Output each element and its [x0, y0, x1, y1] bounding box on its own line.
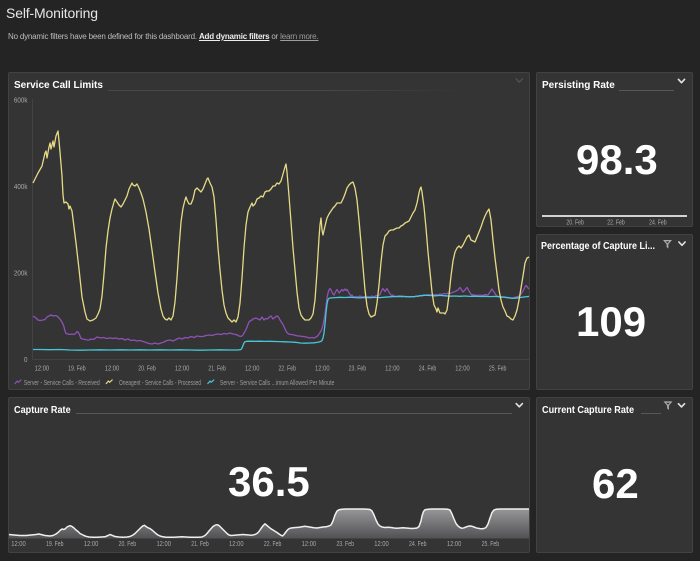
svg-text:12:00: 12:00	[35, 366, 50, 373]
svg-text:24. Feb: 24. Feb	[409, 541, 427, 548]
svg-text:12:00: 12:00	[229, 541, 244, 548]
svg-text:12:00: 12:00	[302, 541, 317, 548]
svg-text:12:00: 12:00	[374, 541, 389, 548]
svg-text:12:00: 12:00	[447, 541, 462, 548]
svg-text:22. Feb: 22. Feb	[278, 366, 296, 373]
svg-text:20. Feb: 20. Feb	[138, 366, 156, 373]
svg-text:19. Feb: 19. Feb	[46, 541, 64, 548]
svg-text:Oneagent - Service Calls - Pro: Oneagent - Service Calls - Processed	[119, 380, 201, 387]
svg-text:12:00: 12:00	[84, 541, 99, 548]
svg-text:20. Feb: 20. Feb	[119, 541, 137, 548]
svg-text:Server - Service Calls - Recei: Server - Service Calls - Received	[24, 380, 100, 387]
svg-text:24. Feb: 24. Feb	[649, 220, 667, 227]
svg-text:25. Feb: 25. Feb	[482, 541, 500, 548]
svg-text:0: 0	[24, 357, 28, 364]
svg-text:12:00: 12:00	[105, 366, 120, 373]
svg-text:12:00: 12:00	[175, 366, 190, 373]
svg-text:12:00: 12:00	[385, 366, 400, 373]
svg-text:20. Feb: 20. Feb	[566, 220, 584, 227]
svg-text:12:00: 12:00	[455, 366, 470, 373]
svg-text:22. Feb: 22. Feb	[264, 541, 282, 548]
svg-text:23. Feb: 23. Feb	[336, 541, 354, 548]
svg-text:23. Feb: 23. Feb	[349, 366, 367, 373]
svg-text:12:00: 12:00	[315, 366, 330, 373]
svg-text:12:00: 12:00	[245, 366, 260, 373]
svg-text:22. Feb: 22. Feb	[607, 220, 625, 227]
svg-text:12:00: 12:00	[11, 541, 26, 548]
svg-text:400k: 400k	[14, 184, 28, 191]
svg-text:21. Feb: 21. Feb	[208, 366, 226, 373]
svg-text:19. Feb: 19. Feb	[68, 366, 86, 373]
svg-text:600k: 600k	[14, 98, 28, 105]
svg-text:21. Feb: 21. Feb	[191, 541, 209, 548]
svg-text:25. Feb: 25. Feb	[489, 366, 507, 373]
svg-text:Server - Service Calls ...imum: Server - Service Calls ...imum Allowed P…	[220, 380, 335, 387]
svg-text:200k: 200k	[14, 271, 28, 278]
svg-text:12:00: 12:00	[156, 541, 171, 548]
svg-text:24. Feb: 24. Feb	[419, 366, 437, 373]
